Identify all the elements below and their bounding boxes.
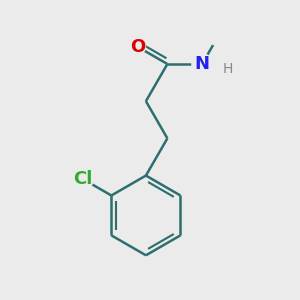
Circle shape <box>210 33 223 45</box>
Text: O: O <box>130 38 145 56</box>
Text: N: N <box>195 55 210 73</box>
Text: H: H <box>223 62 233 76</box>
Circle shape <box>129 38 146 55</box>
Circle shape <box>192 54 212 74</box>
Text: Cl: Cl <box>74 170 93 188</box>
Circle shape <box>73 169 93 189</box>
